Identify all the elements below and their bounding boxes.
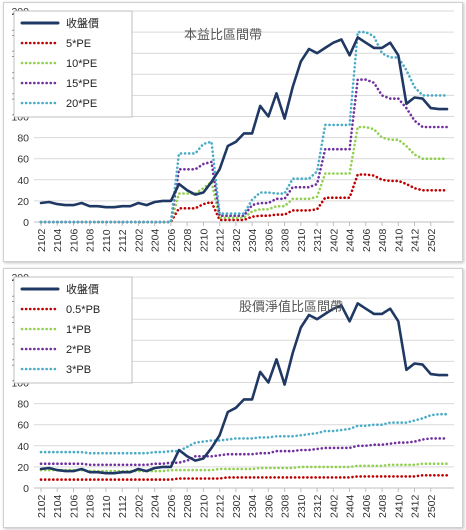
x-tick-label: 2302 — [231, 494, 243, 518]
y-tick-label: 20 — [17, 196, 29, 208]
x-tick-label: 2310 — [296, 494, 308, 518]
x-tick-label: 2312 — [312, 494, 324, 518]
legend-label: 15*PE — [66, 78, 97, 90]
x-tick-label: 2108 — [85, 494, 97, 518]
x-tick-label: 2308 — [280, 494, 292, 518]
legend-label: 10*PE — [66, 58, 97, 70]
x-tick-label: 2202 — [133, 494, 145, 518]
x-tick-label: 2108 — [85, 228, 97, 252]
pe-band-chart-panel: 0204060801001201401601802002102210421062… — [3, 2, 463, 262]
x-tick-label: 2110 — [101, 229, 113, 252]
x-tick-label: 2212 — [215, 228, 227, 252]
series-line-0 — [39, 302, 449, 475]
x-tick-label: 2402 — [328, 228, 340, 252]
x-tick-label: 2308 — [280, 228, 292, 252]
x-tick-label: 2312 — [312, 228, 324, 252]
series-line-1 — [39, 474, 449, 481]
legend-label: 20*PE — [66, 98, 97, 110]
x-tick-label: 2406 — [361, 228, 373, 252]
x-tick-label: 2202 — [133, 228, 145, 252]
x-tick-label: 2406 — [361, 494, 373, 518]
series-line-4 — [39, 412, 449, 455]
legend: 收盤價 0.5*PB 1*PB 2*PB 3*PB — [13, 276, 133, 384]
x-tick-label: 2502 — [426, 494, 438, 518]
x-tick-label: 2404 — [345, 494, 357, 518]
x-tick-label: 2304 — [247, 228, 259, 252]
legend-label: 5*PE — [66, 38, 91, 50]
pb-band-chart-panel: 0204060801001201401601802002102210421062… — [3, 268, 463, 528]
legend-label: 收盤價 — [66, 16, 99, 30]
x-tick-label: 2210 — [198, 228, 210, 252]
x-tick-label: 2104 — [52, 228, 64, 252]
chart-title: 本益比區間帶 — [184, 27, 262, 42]
legend-label: 收盤價 — [66, 282, 99, 296]
x-tick-label: 2206 — [166, 228, 178, 252]
x-tick-label: 2302 — [231, 228, 243, 252]
legend-label: 3*PB — [66, 364, 91, 376]
x-tick-label: 2204 — [150, 228, 162, 252]
x-tick-label: 2408 — [377, 228, 389, 252]
pb-band-chart: 0204060801001201401601802002102210421062… — [11, 272, 454, 518]
x-tick-label: 2204 — [150, 494, 162, 518]
x-tick-label: 2106 — [68, 494, 80, 518]
x-tick-label: 2412 — [410, 228, 422, 252]
y-tick-label: 80 — [17, 133, 29, 145]
series-line-0 — [39, 36, 449, 209]
x-tick-label: 2208 — [182, 494, 194, 518]
pe-band-chart: 0204060801001201401601802002102210421062… — [11, 6, 454, 252]
x-tick-label: 2102 — [36, 228, 48, 252]
x-tick-label: 2412 — [410, 494, 422, 518]
series-line-3 — [39, 437, 449, 467]
y-tick-label: 40 — [17, 441, 29, 453]
x-tick-label: 2408 — [377, 494, 389, 518]
x-tick-label: 2212 — [215, 494, 227, 518]
x-tick-label: 2206 — [166, 494, 178, 518]
legend-label: 1*PB — [66, 324, 91, 336]
legend-label: 2*PB — [66, 344, 91, 356]
x-tick-label: 2402 — [328, 494, 340, 518]
y-tick-label: 80 — [17, 399, 29, 411]
chart-title: 股價淨值比區間帶 — [239, 299, 343, 314]
legend: 收盤價 5*PE 10*PE 15*PE 20*PE — [13, 10, 133, 118]
y-tick-label: 60 — [17, 154, 29, 166]
x-tick-label: 2102 — [36, 494, 48, 518]
y-tick-label: 60 — [17, 420, 29, 432]
x-tick-label: 2106 — [68, 228, 80, 252]
y-tick-label: 0 — [23, 217, 29, 229]
x-tick-label: 2304 — [247, 494, 259, 518]
x-tick-label: 2502 — [426, 228, 438, 252]
series-line-3 — [39, 78, 449, 224]
x-tick-label: 2104 — [52, 494, 64, 518]
y-tick-label: 20 — [17, 462, 29, 474]
x-tick-label: 2210 — [198, 494, 210, 518]
legend-label: 0.5*PB — [66, 304, 100, 316]
x-tick-label: 2410 — [393, 228, 405, 252]
y-tick-label: 40 — [17, 175, 29, 187]
x-tick-label: 2208 — [182, 228, 194, 252]
x-tick-label: 2410 — [393, 494, 405, 518]
x-tick-label: 2404 — [345, 228, 357, 252]
y-tick-label: 0 — [23, 483, 29, 495]
series-line-1 — [39, 173, 449, 224]
x-tick-label: 2112 — [117, 229, 129, 252]
x-tick-label: 2112 — [117, 495, 129, 518]
x-tick-label: 2310 — [296, 228, 308, 252]
x-tick-label: 2110 — [101, 495, 113, 518]
x-tick-label: 2306 — [263, 228, 275, 252]
x-tick-label: 2306 — [263, 494, 275, 518]
